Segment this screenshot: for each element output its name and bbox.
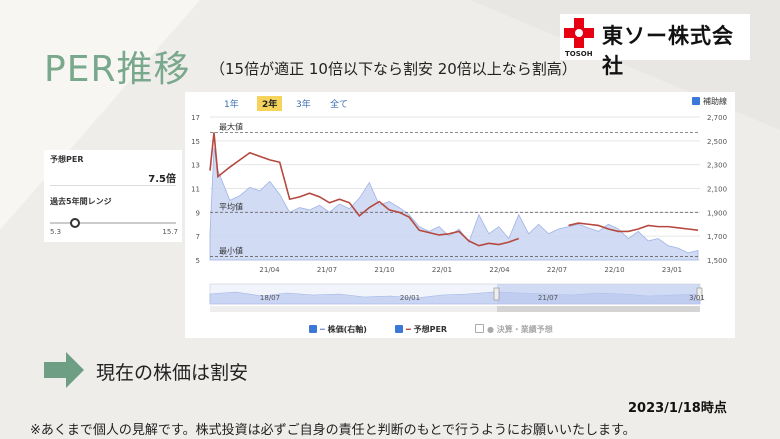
x-tick-label: 21/04 bbox=[259, 266, 280, 274]
right-tick-label: 1,700 bbox=[707, 233, 727, 241]
legend-per[interactable]: ━ 予想PER bbox=[395, 324, 447, 335]
checkbox-checked-icon bbox=[309, 325, 317, 333]
logo-subtext: TOSOH bbox=[565, 50, 593, 58]
left-tick-label: 15 bbox=[191, 138, 200, 146]
side-divider bbox=[50, 185, 176, 186]
tab-1-year[interactable]: 1年 bbox=[224, 100, 239, 110]
x-tick-label: 22/07 bbox=[547, 266, 567, 274]
conclusion-text: 現在の株価は割安 bbox=[96, 362, 249, 384]
right-tick-label: 2,100 bbox=[707, 186, 727, 194]
legend-price[interactable]: ━ 株価(右軸) bbox=[309, 324, 367, 335]
aux-lines-toggle[interactable]: 補助線 bbox=[692, 96, 727, 107]
reference-line-label: 最小値 bbox=[219, 245, 243, 255]
x-tick-label: 22/10 bbox=[604, 266, 624, 274]
left-tick-label: 5 bbox=[196, 257, 200, 265]
tab-3-year[interactable]: 3年 bbox=[296, 100, 311, 110]
range-marker bbox=[70, 218, 80, 228]
five-year-range-label: 過去5年間レンジ bbox=[50, 197, 112, 206]
right-tick-label: 2,700 bbox=[707, 114, 727, 122]
navigator-handle-left bbox=[493, 287, 500, 301]
x-tick-label: 22/04 bbox=[489, 266, 510, 274]
left-tick-label: 13 bbox=[191, 162, 200, 170]
as-of-date: 2023/1/18時点 bbox=[628, 401, 727, 416]
tab-2-year[interactable]: 2年 bbox=[257, 96, 283, 111]
per-side-panel: 予想PER 7.5倍 過去5年間レンジ 5.3 15.7 bbox=[44, 150, 182, 242]
forecast-per-label: 予想PER bbox=[50, 155, 84, 164]
checkbox-checked-icon bbox=[395, 325, 403, 333]
left-tick-label: 17 bbox=[191, 114, 200, 122]
left-tick-label: 7 bbox=[196, 233, 200, 241]
navigator-tick-label: 20/01 bbox=[400, 294, 420, 302]
range-max: 15.7 bbox=[162, 228, 178, 236]
right-tick-label: 1,900 bbox=[707, 209, 727, 217]
aux-lines-label: 補助線 bbox=[703, 97, 727, 106]
company-logo: 東ソー株式会社 TOSOH bbox=[560, 14, 750, 78]
reference-line-label: 最大値 bbox=[219, 121, 243, 131]
navigator-scrollbar-thumb bbox=[497, 306, 700, 312]
legend-price-label: 株価(右軸) bbox=[327, 325, 367, 334]
per-chart-panel: 1年 2年 3年 全て 補助線 5 7 9 11 13 15 17 1,500 1,700 1,9… bbox=[185, 92, 735, 338]
right-tick-label: 1,500 bbox=[707, 257, 727, 265]
page-title: PER推移 bbox=[44, 49, 191, 90]
disclaimer-note: ※あくまで個人の見解です。株式投資は必ずご自身の責任と判断のもとで行うようにお願… bbox=[30, 423, 636, 438]
right-tick-label: 2,500 bbox=[707, 138, 727, 146]
navigator-handle-right bbox=[696, 287, 703, 301]
x-tick-label: 21/07 bbox=[317, 266, 337, 274]
checkbox-unchecked-icon bbox=[475, 324, 484, 333]
navigator-tick-label: 18/07 bbox=[260, 294, 280, 302]
legend-per-label: 予想PER bbox=[413, 325, 448, 334]
per-line-series bbox=[209, 132, 699, 247]
right-tick-label: 2,300 bbox=[707, 162, 727, 170]
left-tick-label: 11 bbox=[191, 186, 200, 194]
legend-earnings-label: 決算・業績予想 bbox=[496, 325, 553, 334]
tab-all[interactable]: 全て bbox=[330, 100, 349, 110]
legend-earnings[interactable]: ● 決算・業績予想 bbox=[475, 324, 553, 335]
range-track bbox=[50, 222, 176, 224]
per-chart: 5 7 9 11 13 15 17 1,500 1,700 1,900 2,100 2,300 2,50… bbox=[191, 114, 727, 312]
reference-line-label: 平均値 bbox=[219, 201, 243, 211]
x-tick-label: 22/01 bbox=[432, 266, 452, 274]
navigator-scrollbar bbox=[210, 306, 700, 312]
page-subtitle: （15倍が適正 10倍以下なら割安 20倍以上なら割高） bbox=[210, 60, 577, 78]
navigator-tick-label: 21/07 bbox=[538, 294, 558, 302]
checkbox-checked-icon bbox=[692, 97, 700, 105]
x-tick-label: 23/01 bbox=[662, 266, 682, 274]
tosoh-logo-icon bbox=[562, 16, 596, 50]
forecast-per-value: 7.5倍 bbox=[148, 174, 176, 185]
logo-text: 東ソー株式会社 bbox=[602, 24, 734, 78]
range-min: 5.3 bbox=[50, 228, 62, 236]
x-tick-label: 21/10 bbox=[374, 266, 394, 274]
arrow-right-icon bbox=[44, 352, 84, 388]
navigator-selection bbox=[497, 284, 700, 304]
navigator-tick-label: 3/01 bbox=[689, 294, 705, 302]
left-tick-label: 9 bbox=[196, 209, 200, 217]
